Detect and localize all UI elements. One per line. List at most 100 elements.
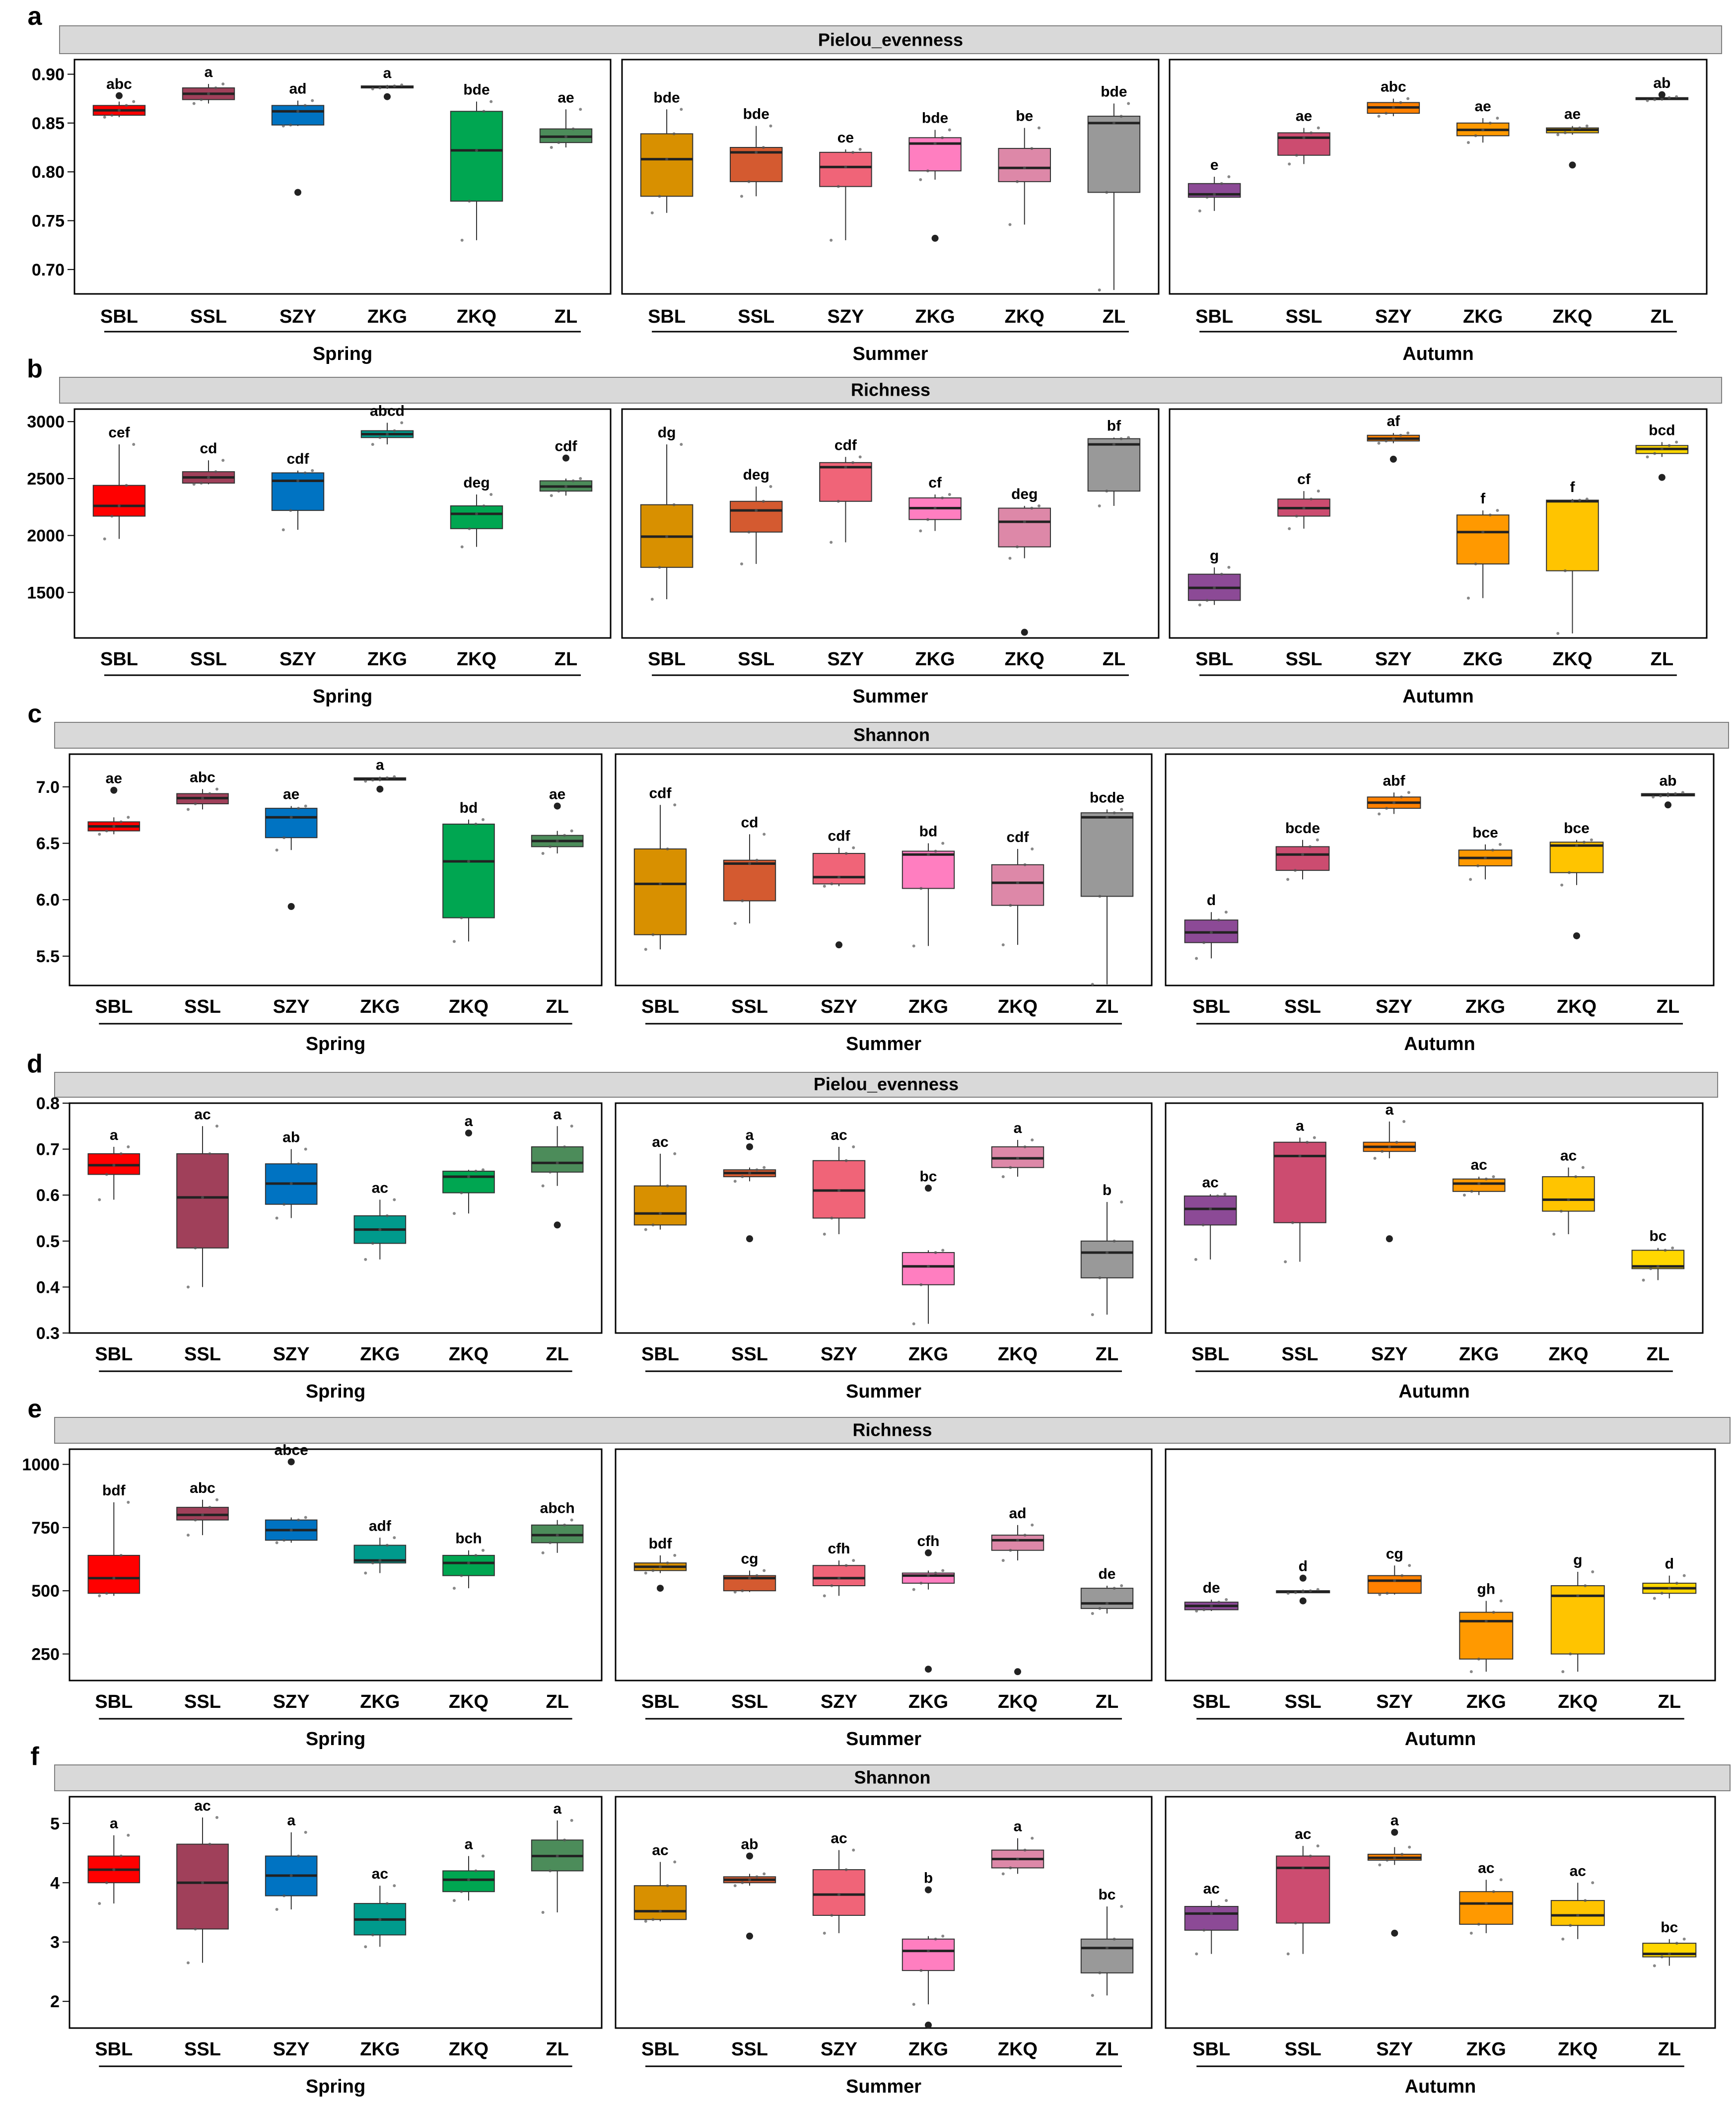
chart-e-summer-sbl-outlier bbox=[657, 1585, 664, 1592]
chart-a-summer-szy-jitter-point bbox=[836, 185, 840, 188]
chart-a-spring-zkq-significance-label: bde bbox=[463, 82, 489, 98]
chart-a-autumn-szy-jitter-point bbox=[1385, 112, 1388, 115]
chart-a-summer-sbl-x-label: SBL bbox=[648, 306, 686, 327]
chart-b-summer-zkq-significance-label: deg bbox=[1011, 486, 1038, 502]
chart-c-autumn-zl-outlier bbox=[1665, 801, 1671, 809]
chart-a-autumn-sbl-jitter-point bbox=[1198, 209, 1201, 212]
chart-c-summer-ssl-jitter-point bbox=[748, 862, 751, 865]
chart-b-summer-sbl-jitter-point bbox=[658, 565, 661, 569]
chart-e-autumn-zl-jitter-point bbox=[1675, 1581, 1678, 1585]
chart-f-summer-sbl-jitter-point bbox=[666, 1884, 669, 1888]
chart-d-spring-zkg-jitter-point bbox=[385, 1214, 389, 1217]
chart-a-summer-zl-jitter-point bbox=[1105, 191, 1109, 194]
chart-d-spring-sbl-jitter-point bbox=[127, 1145, 130, 1148]
chart-d-summer-zkg-box bbox=[902, 1252, 955, 1285]
chart-b-summer-zkq-outlier bbox=[1021, 629, 1028, 636]
chart-e-spring-zkg-jitter-point bbox=[378, 1559, 382, 1562]
chart-b-spring-ssl-jitter-point bbox=[192, 483, 196, 486]
chart-c-autumn-zl-x-label: ZL bbox=[1657, 996, 1679, 1017]
chart-e-summer-zl-jitter-point bbox=[1106, 1602, 1109, 1605]
chart-c-summer-zkg-jitter-point bbox=[912, 944, 915, 948]
chart-e-autumn-panel-frame bbox=[1165, 1448, 1716, 1682]
chart-a-summer-zkg-jitter-point bbox=[926, 169, 929, 173]
chart-b-autumn-zkq-jitter-point bbox=[1585, 497, 1589, 501]
chart-b-autumn-zkq-jitter-point bbox=[1556, 632, 1560, 635]
chart-c-summer-sbl-jitter-point bbox=[666, 847, 669, 850]
chart-d-spring-zl-significance-label: a bbox=[553, 1106, 561, 1123]
chart-d-autumn-zkg-box bbox=[1452, 1178, 1506, 1192]
chart-d-summer-zl-jitter-point bbox=[1112, 1239, 1116, 1243]
chart-b-autumn-season-label: Autumn bbox=[1402, 686, 1474, 707]
chart-e-autumn-zl-significance-label: d bbox=[1665, 1556, 1674, 1572]
chart-a-autumn-zkq-jitter-point bbox=[1578, 126, 1582, 130]
chart-b-autumn-zl-x-label: ZL bbox=[1651, 649, 1673, 670]
chart-d-summer-szy-jitter-point bbox=[837, 1189, 840, 1192]
chart-a-autumn-zkg-jitter-point bbox=[1481, 128, 1485, 132]
chart-e-autumn-zkq-box bbox=[1550, 1585, 1605, 1655]
chart-e-summer-zkg-outlier bbox=[925, 1666, 932, 1673]
chart-d-summer-szy-significance-label: ac bbox=[831, 1127, 847, 1143]
chart-f-summer-zl-jitter-point bbox=[1091, 1994, 1094, 1997]
chart-a-autumn-ssl-jitter-point bbox=[1288, 162, 1291, 166]
chart-f-summer-zl-jitter-point bbox=[1106, 1946, 1109, 1950]
chart-d-summer-sbl-jitter-point bbox=[666, 1184, 669, 1188]
chart-d-summer-zl-box bbox=[1080, 1240, 1134, 1278]
chart-d-autumn-zkq-jitter-point bbox=[1581, 1166, 1585, 1169]
chart-e-autumn-szy-x-label: SZY bbox=[1376, 1691, 1413, 1712]
chart-b-autumn-ssl-jitter-point bbox=[1317, 490, 1320, 493]
chart-b-summer-sbl-jitter-point bbox=[680, 443, 683, 446]
chart-b-autumn-szy-jitter-point bbox=[1377, 441, 1381, 445]
chart-f-autumn-ssl-jitter-point bbox=[1309, 1854, 1312, 1858]
chart-c-spring-zkq-jitter-point bbox=[452, 940, 456, 943]
chart-c-summer-zkg-jitter-point bbox=[941, 842, 945, 845]
chart-b-autumn-szy-jitter-point bbox=[1385, 439, 1388, 443]
chart-c-spring-sbl-x-label: SBL bbox=[95, 996, 133, 1017]
chart-a-spring-zkg-significance-label: a bbox=[383, 65, 392, 81]
chart-f-autumn-sbl-jitter-point bbox=[1202, 1928, 1206, 1932]
chart-a-autumn-ssl-jitter-point bbox=[1317, 126, 1320, 130]
chart-f-spring-ssl-jitter-point bbox=[215, 1816, 219, 1819]
chart-e-autumn-szy-jitter-point bbox=[1386, 1592, 1389, 1595]
chart-d-autumn-szy-jitter-point bbox=[1395, 1140, 1398, 1144]
chart-c-autumn-zkq-jitter-point bbox=[1590, 838, 1593, 842]
chart-c-spring-zkg-jitter-point bbox=[378, 777, 382, 781]
chart-e-spring-sbl-jitter-point bbox=[119, 1553, 123, 1557]
chart-b-spring-zkq-jitter-point bbox=[475, 512, 478, 516]
chart-c-summer-zkg-significance-label: bd bbox=[919, 824, 938, 840]
chart-a-spring-zkg-jitter-point bbox=[386, 85, 389, 89]
chart-e-autumn-sbl-jitter-point bbox=[1195, 1609, 1198, 1613]
chart-f-summer-sbl-jitter-point bbox=[659, 1909, 662, 1913]
chart-a-spring-zl-jitter-point bbox=[579, 108, 582, 111]
chart-a-autumn-sbl-jitter-point bbox=[1213, 193, 1216, 196]
chart-c-autumn-sbl-x-label: SBL bbox=[1192, 996, 1230, 1017]
chart-f-summer-zkg-jitter-point bbox=[912, 2003, 915, 2006]
chart-d-autumn-szy-jitter-point bbox=[1402, 1120, 1406, 1124]
chart-d-spring-zl-jitter-point bbox=[549, 1170, 552, 1174]
chart-a-summer-ssl-significance-label: bde bbox=[743, 106, 769, 123]
chart-e-summer-zl-jitter-point bbox=[1120, 1584, 1123, 1588]
chart-a-summer-sbl-jitter-point bbox=[650, 211, 654, 214]
chart-b-autumn-zkg-significance-label: f bbox=[1480, 491, 1486, 507]
chart-b-spring-sbl-jitter-point bbox=[103, 537, 106, 541]
chart-c-summer-zl-jitter-point bbox=[1098, 895, 1102, 898]
chart-c-y-tick-label: 6.5 bbox=[36, 835, 60, 853]
chart-d-autumn-zl-jitter-point bbox=[1642, 1278, 1645, 1282]
chart-f-autumn-zkg-jitter-point bbox=[1469, 1931, 1473, 1935]
chart-e-autumn-ssl-outlier bbox=[1299, 1574, 1307, 1582]
chart-b-spring-zl-jitter-point bbox=[579, 477, 582, 480]
chart-d-autumn-ssl-jitter-point bbox=[1306, 1140, 1309, 1144]
chart-c-spring-zl-x-label: ZL bbox=[546, 996, 568, 1017]
chart-a-summer-panel-frame bbox=[621, 59, 1160, 295]
chart-e-summer-zkg-outlier bbox=[925, 1549, 932, 1556]
chart-b-autumn-zkg-jitter-point bbox=[1466, 596, 1470, 600]
chart-f-summer-szy-jitter-point bbox=[844, 1868, 848, 1871]
chart-a-autumn-ssl-box bbox=[1277, 132, 1330, 156]
chart-d-autumn-sbl-jitter-point bbox=[1216, 1194, 1219, 1198]
chart-b-autumn-zkg-jitter-point bbox=[1488, 513, 1492, 517]
chart-a-autumn-zl-x-label: ZL bbox=[1651, 306, 1673, 327]
chart-e-summer-zl-box bbox=[1080, 1588, 1134, 1609]
chart-e-spring-zkg-jitter-point bbox=[393, 1536, 396, 1540]
chart-c-autumn-ssl-jitter-point bbox=[1316, 838, 1319, 842]
chart-b-spring-zkq-jitter-point bbox=[489, 493, 493, 496]
chart-a-autumn-szy-jitter-point bbox=[1399, 101, 1402, 104]
